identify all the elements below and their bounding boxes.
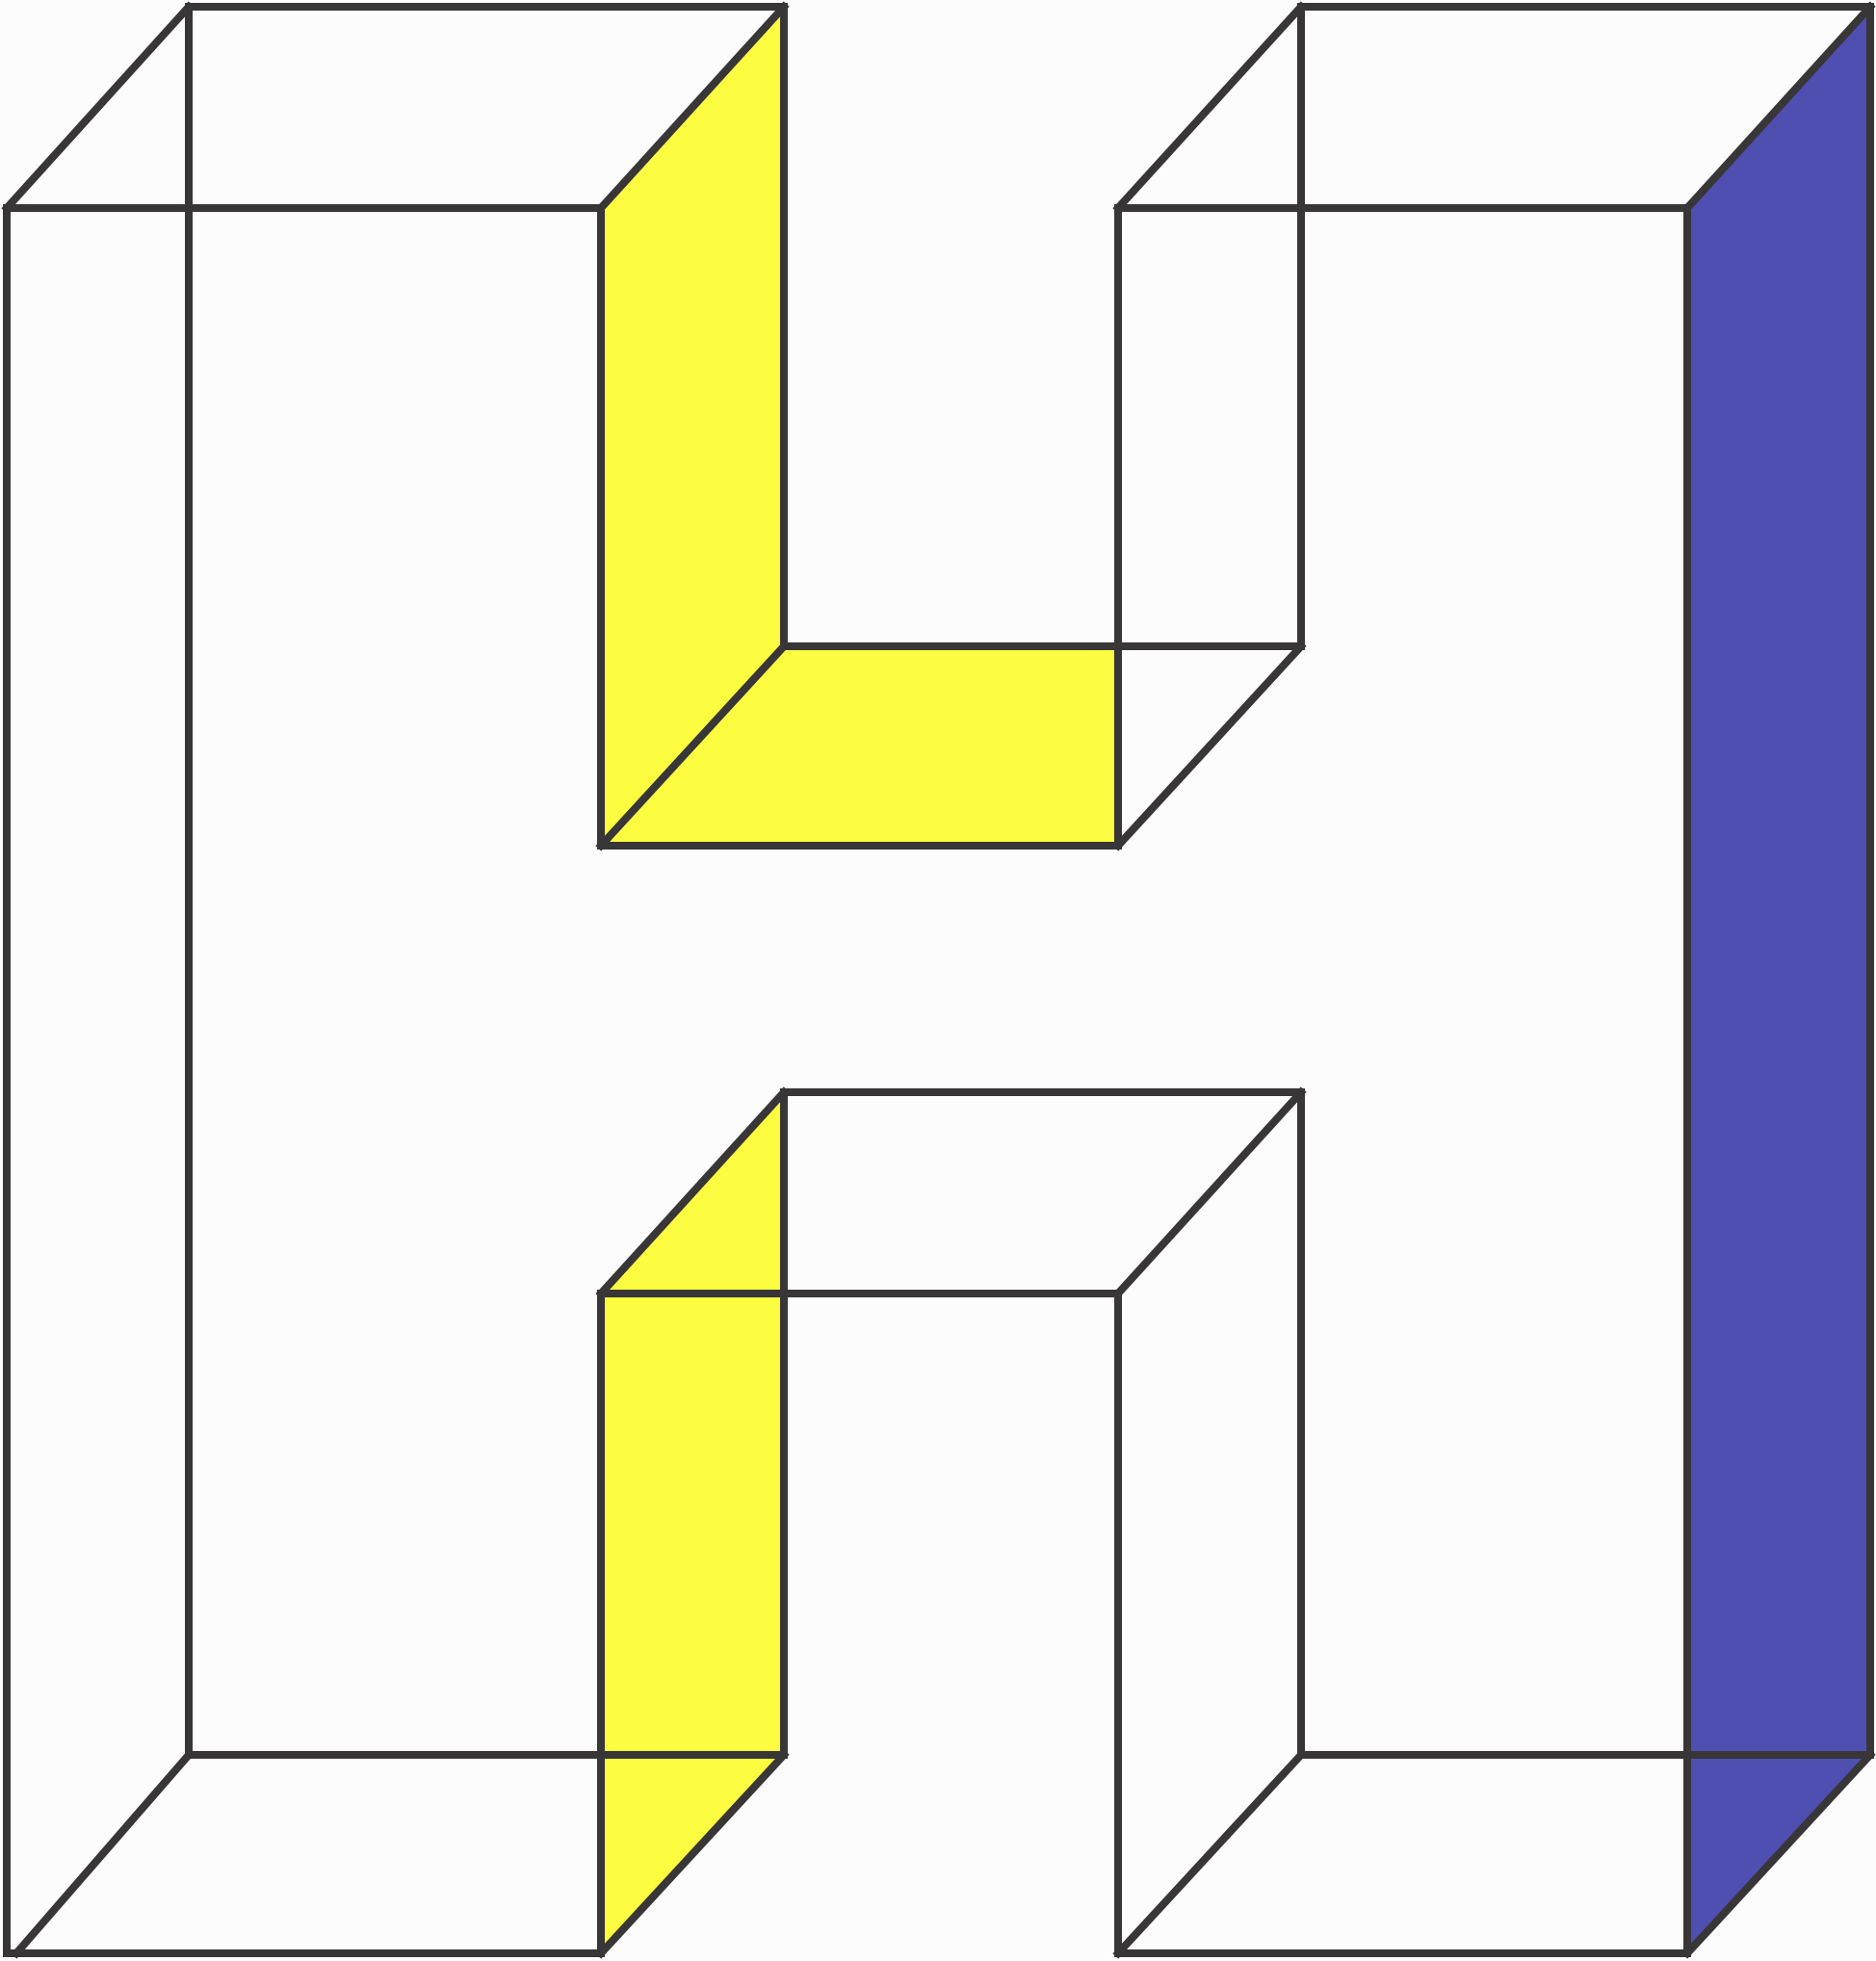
depth-edge <box>1 1 195 214</box>
front-face <box>7 208 1687 1953</box>
notch-left-wall-face <box>601 7 784 846</box>
lower-notch-left-wall-face <box>601 1092 784 1953</box>
depth-edge <box>595 1086 790 1299</box>
depth-edge <box>1112 1749 1307 1959</box>
depth-edge <box>1112 1 1307 214</box>
depth-edge <box>595 1 790 214</box>
notch-floor-face <box>601 646 1118 846</box>
depth-edge <box>595 641 790 851</box>
right-side-face <box>1687 7 1870 1953</box>
depth-edge <box>595 1749 790 1959</box>
depth-edge <box>1112 641 1307 851</box>
depth-edge <box>1681 1749 1876 1959</box>
depth-edge <box>11 1749 195 1959</box>
depth-edge <box>1112 1086 1307 1299</box>
depth-edge <box>1681 1 1876 214</box>
